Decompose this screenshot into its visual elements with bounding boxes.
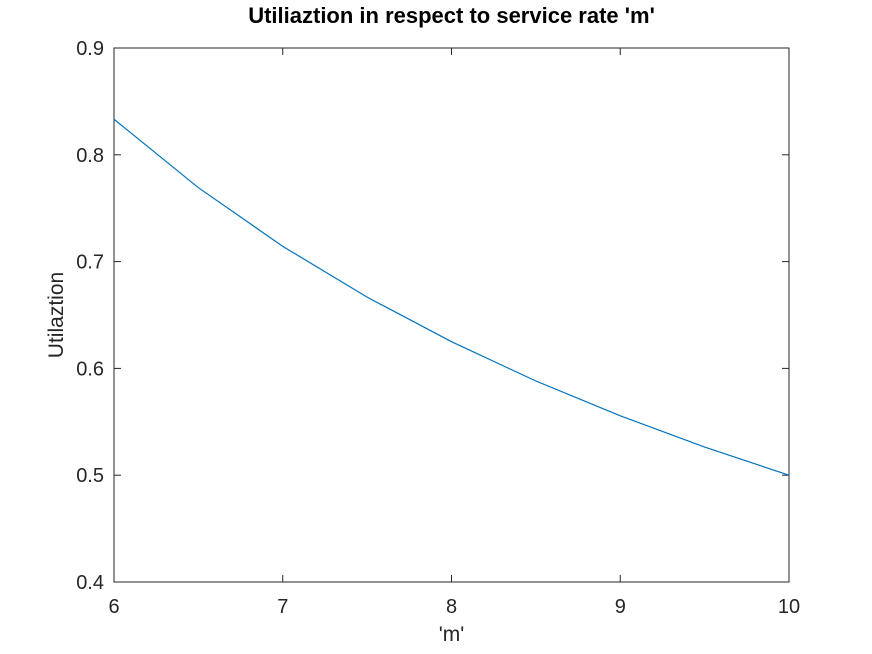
x-tick-label: 7 <box>277 596 288 618</box>
x-tick-label: 9 <box>615 596 626 618</box>
x-tick-label: 10 <box>778 596 800 618</box>
chart-title: Utiliaztion in respect to service rate '… <box>248 3 655 28</box>
x-tick-label: 6 <box>108 596 119 618</box>
y-tick-label: 0.9 <box>76 38 104 60</box>
y-axis-label: Utilaztion <box>45 272 68 358</box>
x-axis-label: 'm' <box>439 623 465 646</box>
y-tick-label: 0.5 <box>76 465 104 487</box>
y-tick-label: 0.6 <box>76 358 104 380</box>
y-tick-label: 0.4 <box>76 572 104 594</box>
x-tick-label: 8 <box>446 596 457 618</box>
series-line <box>113 118 790 476</box>
y-tick-label: 0.7 <box>76 252 104 274</box>
ticks-group: 6 7 8 9 10 0.4 0.5 0.6 0.7 0.8 0.9 <box>76 38 800 618</box>
axes-box <box>113 47 790 583</box>
y-tick-label: 0.8 <box>76 145 104 167</box>
series-group <box>113 118 790 476</box>
